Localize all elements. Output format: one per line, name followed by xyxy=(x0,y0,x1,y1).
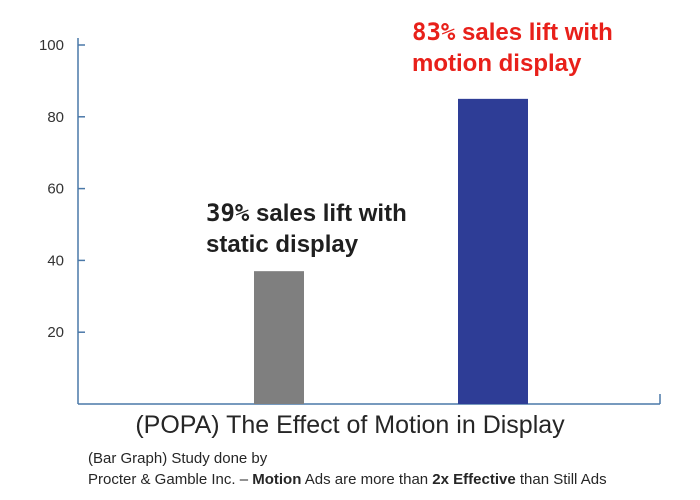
caption: (Bar Graph) Study done by Procter & Gamb… xyxy=(88,448,607,490)
caption-bold-effective: 2x Effective xyxy=(432,471,516,488)
caption-middle: Ads are more than xyxy=(301,471,433,488)
static-lift-text-line1: sales lift with xyxy=(249,200,407,227)
motion-lift-text-line2: motion display xyxy=(412,50,582,77)
caption-line-2: Procter & Gamble Inc. – Motion Ads are m… xyxy=(88,469,607,490)
static-lift-text-line2: static display xyxy=(206,231,359,258)
bar-motion-display xyxy=(458,98,528,404)
caption-line-1: (Bar Graph) Study done by xyxy=(88,450,268,467)
caption-prefix: Procter & Gamble Inc. – xyxy=(88,471,253,488)
bars xyxy=(254,98,528,404)
motion-lift-percent: 83% xyxy=(412,18,456,46)
static-lift-percent: 39% xyxy=(206,199,250,227)
chart-title: (POPA) The Effect of Motion in Display xyxy=(135,411,565,439)
caption-suffix: than Still Ads xyxy=(515,471,607,488)
motion-display-annotation: 83% sales lift with motion display xyxy=(412,17,613,79)
y-tick-label: 80 xyxy=(47,109,64,126)
static-display-annotation: 39% sales lift with static display xyxy=(206,198,407,260)
y-tick-label: 60 xyxy=(47,181,64,198)
y-tick-label: 20 xyxy=(47,324,64,341)
y-axis-ticks: 20 40 60 80 100 xyxy=(39,37,85,341)
y-tick-label: 100 xyxy=(39,37,64,54)
caption-bold-motion: Motion xyxy=(252,471,302,488)
y-tick-label: 40 xyxy=(47,252,64,269)
bar-static-display xyxy=(254,271,304,404)
motion-lift-text-line1: sales lift with xyxy=(455,19,613,46)
